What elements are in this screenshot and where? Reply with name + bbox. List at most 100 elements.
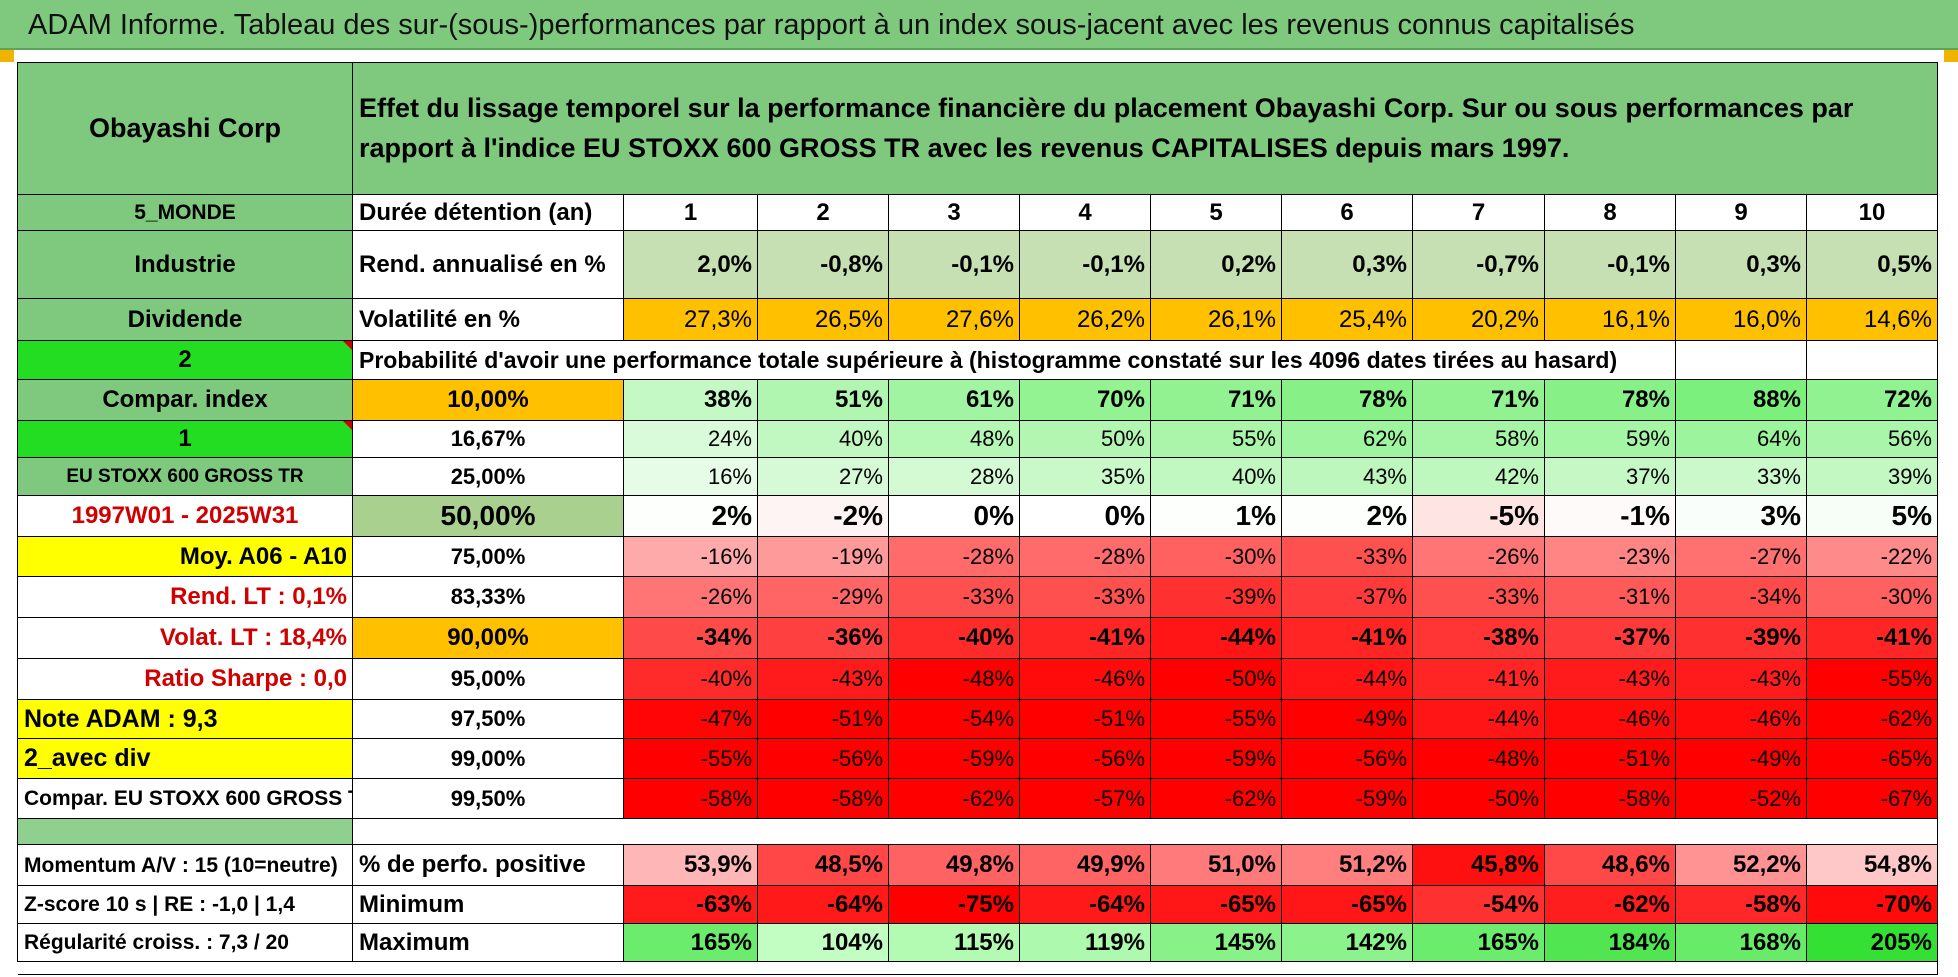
positive-perf-value: 48,6% <box>1545 845 1676 886</box>
probability-value: -33% <box>1413 577 1545 618</box>
year-header: 1 <box>624 195 758 231</box>
maximum-value: 184% <box>1545 924 1676 962</box>
probability-value: -5% <box>1413 496 1545 537</box>
probability-value: -44% <box>1282 659 1413 700</box>
probability-value: 0% <box>889 496 1020 537</box>
probability-value: 5% <box>1807 496 1938 537</box>
year-header: 2 <box>758 195 889 231</box>
probability-value: -59% <box>889 739 1020 779</box>
probability-value: -62% <box>1807 700 1938 739</box>
probability-value: 71% <box>1413 380 1545 421</box>
probability-value: -30% <box>1151 537 1282 577</box>
positive-perf-value: 54,8% <box>1807 845 1938 886</box>
probability-header: Probabilité d'avoir une performance tota… <box>353 341 1676 380</box>
index-selector[interactable]: 1 <box>18 421 353 458</box>
probability-value: 16% <box>624 458 758 496</box>
period-range: 1997W01 - 2025W31 <box>18 496 353 537</box>
probability-value: -33% <box>889 577 1020 618</box>
probability-value: -37% <box>1282 577 1413 618</box>
probability-value: -48% <box>1413 739 1545 779</box>
probability-value: -62% <box>889 779 1020 819</box>
spacer-row <box>353 819 1938 845</box>
probability-value: -49% <box>1676 739 1807 779</box>
regularity-label: Régularité croiss. : 7,3 / 20 <box>18 924 353 962</box>
volatility-value: 27,3% <box>624 299 758 341</box>
percentile-threshold: 16,67% <box>353 421 624 458</box>
probability-value: -56% <box>758 739 889 779</box>
percentile-threshold: 50,00% <box>353 496 624 537</box>
percentile-threshold: 10,00% <box>353 380 624 421</box>
year-header: 3 <box>889 195 1020 231</box>
probability-value: -43% <box>1545 659 1676 700</box>
probability-value: 2% <box>624 496 758 537</box>
probability-value: -22% <box>1807 537 1938 577</box>
bottom-strip <box>18 962 1938 975</box>
annual-return-value: 0,3% <box>1282 231 1413 299</box>
probability-value: -46% <box>1545 700 1676 739</box>
compar-index-label: Compar. index <box>18 380 353 421</box>
probability-value: 50% <box>1020 421 1151 458</box>
performance-table: Obayashi Corp Effet du lissage temporel s… <box>17 62 1938 975</box>
probability-value: -57% <box>1020 779 1151 819</box>
positive-perf-label: % de perfo. positive <box>353 845 624 886</box>
percentile-threshold: 99,00% <box>353 739 624 779</box>
return-label: Rend. annualisé en % <box>353 231 624 299</box>
probability-value: -43% <box>758 659 889 700</box>
probability-value: -41% <box>1413 659 1545 700</box>
volatility-label: Volatilité en % <box>353 299 624 341</box>
percentile-threshold: 75,00% <box>353 537 624 577</box>
probability-value: 43% <box>1282 458 1413 496</box>
annual-return-value: -0,1% <box>889 231 1020 299</box>
spacer-left <box>18 819 353 845</box>
minimum-value: -65% <box>1151 886 1282 924</box>
probability-value: -16% <box>624 537 758 577</box>
percentile-threshold: 95,00% <box>353 659 624 700</box>
annual-return-value: -0,8% <box>758 231 889 299</box>
probability-value: -49% <box>1282 700 1413 739</box>
minimum-value: -63% <box>624 886 758 924</box>
period-selector[interactable]: 2 <box>18 341 353 380</box>
probability-value: 40% <box>758 421 889 458</box>
probability-value: -19% <box>758 537 889 577</box>
minimum-value: -58% <box>1676 886 1807 924</box>
probability-value: 2% <box>1282 496 1413 537</box>
probability-value: 55% <box>1151 421 1282 458</box>
region-label: 5_MONDE <box>18 195 353 231</box>
momentum-label: Momentum A/V : 15 (10=neutre) <box>18 845 353 886</box>
volatility-value: 14,6% <box>1807 299 1938 341</box>
sector-label: Industrie <box>18 231 353 299</box>
positive-perf-value: 51,2% <box>1282 845 1413 886</box>
maximum-value: 115% <box>889 924 1020 962</box>
index-name: EU STOXX 600 GROSS TR <box>18 458 353 496</box>
maximum-value: 165% <box>1413 924 1545 962</box>
probability-value: 62% <box>1282 421 1413 458</box>
probability-value: 42% <box>1413 458 1545 496</box>
annual-return-value: -0,1% <box>1020 231 1151 299</box>
probability-value: 35% <box>1020 458 1151 496</box>
dividend-label: Dividende <box>18 299 353 341</box>
probability-value: 24% <box>624 421 758 458</box>
probability-value: -50% <box>1151 659 1282 700</box>
probability-value: -39% <box>1676 618 1807 659</box>
report-description: Effet du lissage temporel sur la perform… <box>353 63 1938 195</box>
probability-value: -50% <box>1413 779 1545 819</box>
probability-value: -65% <box>1807 739 1938 779</box>
probability-value: -59% <box>1282 779 1413 819</box>
maximum-value: 165% <box>624 924 758 962</box>
year-header: 6 <box>1282 195 1413 231</box>
probability-value: 1% <box>1151 496 1282 537</box>
adam-score: Note ADAM : 9,3 <box>18 700 353 739</box>
probability-value: -41% <box>1020 618 1151 659</box>
probability-value: 0% <box>1020 496 1151 537</box>
probability-value: 3% <box>1676 496 1807 537</box>
probability-value: -44% <box>1413 700 1545 739</box>
probability-value: -41% <box>1282 618 1413 659</box>
minimum-value: -64% <box>758 886 889 924</box>
probability-value: -34% <box>1676 577 1807 618</box>
percentile-threshold: 97,50% <box>353 700 624 739</box>
probability-value: -51% <box>1545 739 1676 779</box>
dividend-mode: 2_avec div <box>18 739 353 779</box>
year-header: 8 <box>1545 195 1676 231</box>
minimum-value: -65% <box>1282 886 1413 924</box>
maximum-value: 168% <box>1676 924 1807 962</box>
